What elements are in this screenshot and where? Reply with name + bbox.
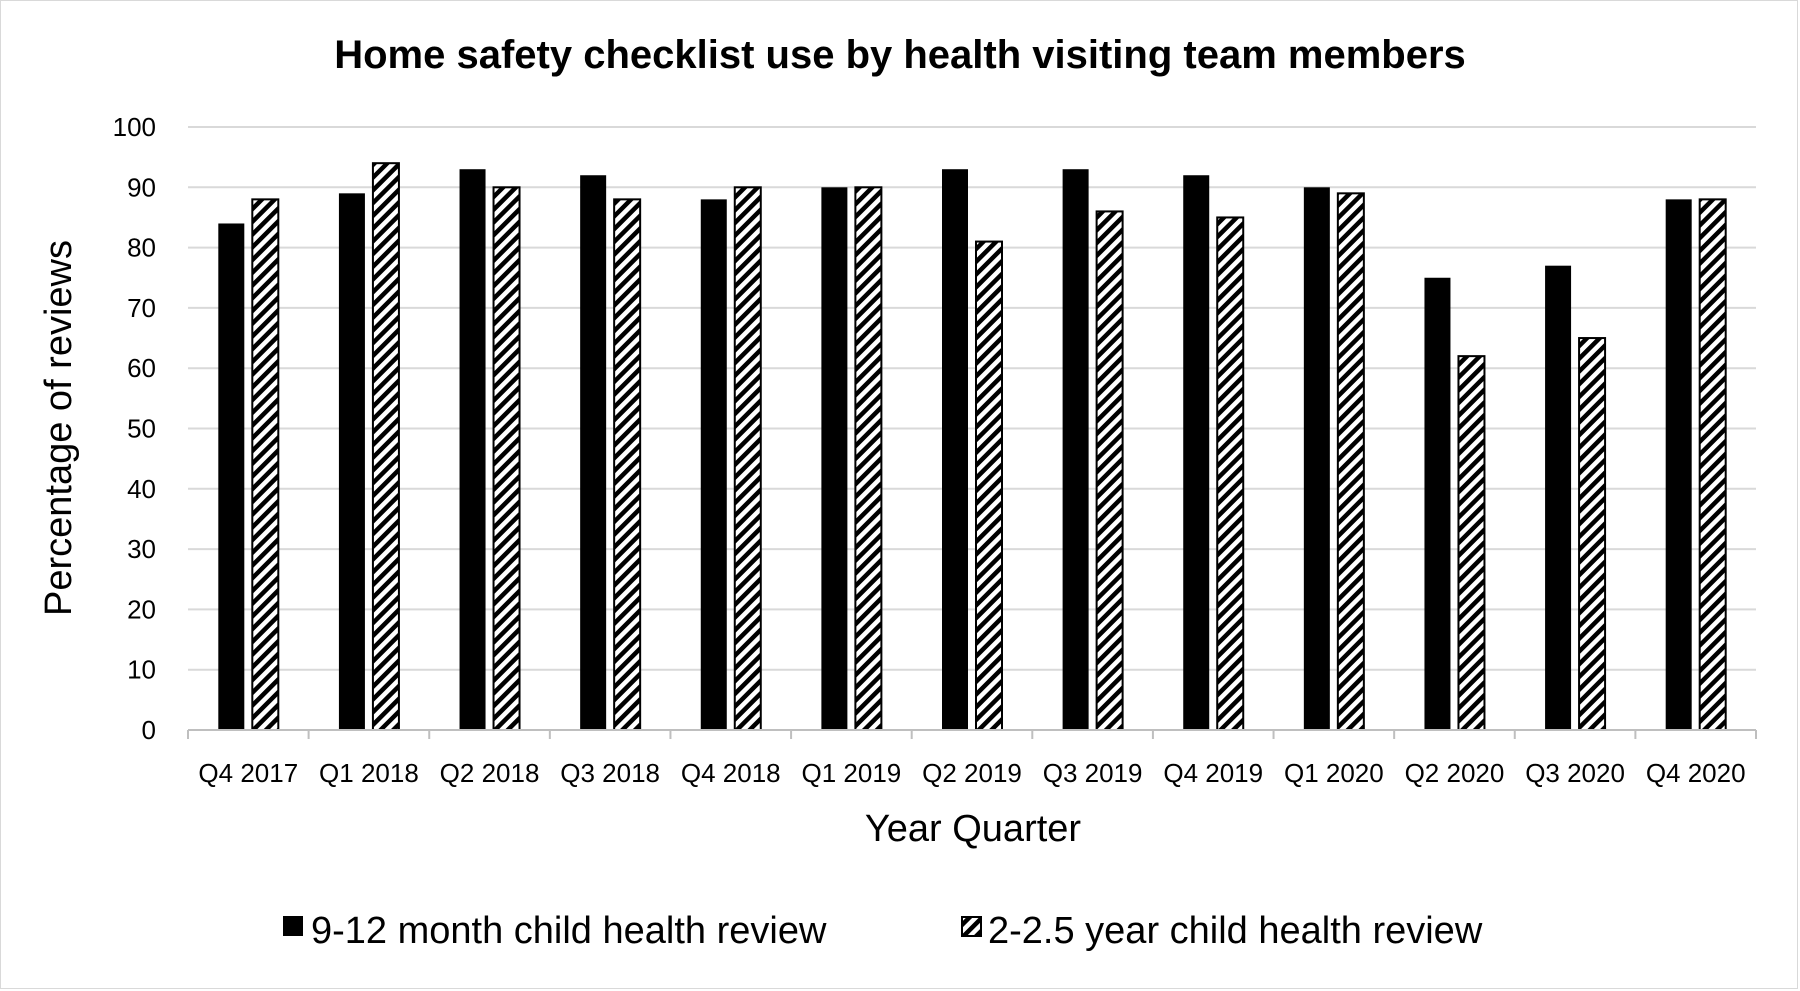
legend-swatch-9-12-month [283, 916, 303, 936]
y-tick-label: 70 [127, 293, 156, 323]
legend: 9-12 month child health review 2-2.5 yea… [283, 910, 1483, 952]
bar-9-12-month-q1-2019 [821, 187, 848, 731]
bar-2-2-5-year-q3-2020 [1578, 337, 1607, 731]
bar-2-2-5-year-q4-2017 [251, 198, 280, 732]
y-tick-label: 60 [127, 353, 156, 383]
x-tick-label: Q3 2019 [1043, 758, 1143, 788]
bar-2-2-5-year-q2-2018 [492, 186, 521, 732]
x-tick-label: Q1 2018 [319, 758, 419, 788]
bar-2-2-5-year-q3-2019 [1095, 210, 1124, 732]
bar-9-12-month-q4-2019 [1183, 175, 1210, 731]
bar-9-12-month-q2-2019 [942, 169, 968, 730]
bar-9-12-month-q4-2020 [1665, 199, 1692, 731]
y-tick-labels: 0 10 20 30 40 50 60 70 80 90 100 [113, 112, 156, 745]
y-tick-label: 90 [127, 172, 156, 202]
bar-9-12-month-q2-2020 [1424, 277, 1451, 730]
bar-2-2-5-year-q2-2020 [1457, 355, 1486, 731]
bar-9-12-month-q3-2020 [1545, 265, 1572, 730]
x-tick-label: Q1 2020 [1284, 758, 1384, 788]
x-tick-label: Q2 2018 [440, 758, 540, 788]
x-tick-label: Q4 2020 [1646, 758, 1746, 788]
y-tick-label: 80 [127, 233, 156, 263]
y-tick-label: 10 [127, 655, 156, 685]
x-axis [187, 729, 1757, 739]
y-tick-label: 0 [142, 715, 156, 745]
bar-9-12-month-q4-2017 [218, 223, 245, 731]
bar-2-2-5-year-q1-2020 [1336, 192, 1365, 731]
x-tick-label: Q4 2019 [1163, 758, 1263, 788]
gridlines [188, 126, 1756, 671]
bar-9-12-month-q4-2018 [700, 199, 727, 731]
bar-9-12-month-q2-2018 [459, 169, 486, 730]
y-axis-title: Percentage of reviews [38, 240, 80, 616]
legend-swatch-2-2-5-year [961, 916, 982, 937]
bar-2-2-5-year-q2-2019 [975, 240, 1003, 731]
bar-9-12-month-q1-2020 [1303, 187, 1330, 731]
x-tick-label: Q2 2019 [922, 758, 1022, 788]
bar-2-2-5-year-q4-2019 [1216, 216, 1245, 731]
x-tick-label: Q4 2018 [681, 758, 781, 788]
x-tick-label: Q4 2017 [198, 758, 298, 788]
x-tick-label: Q2 2020 [1405, 758, 1505, 788]
legend-label-2-2-5-year: 2-2.5 year child health review [988, 910, 1483, 952]
bar-2-2-5-year-q1-2019 [854, 186, 883, 732]
bar-9-12-month-q1-2018 [338, 193, 365, 730]
x-tick-label: Q1 2019 [802, 758, 902, 788]
x-tick-label: Q3 2018 [560, 758, 660, 788]
y-tick-label: 20 [127, 594, 156, 624]
x-tick-label: Q3 2020 [1525, 758, 1625, 788]
bar-2-2-5-year-q1-2018 [371, 162, 400, 731]
bar-9-12-month-q3-2018 [580, 175, 607, 731]
x-tick-labels: Q4 2017 Q1 2018 Q2 2018 Q3 2018 Q4 2018 Q1 20… [198, 758, 1745, 788]
bars [218, 162, 1727, 732]
y-tick-label: 50 [127, 414, 156, 444]
y-tick-label: 30 [127, 534, 156, 564]
bar-2-2-5-year-q4-2018 [733, 186, 762, 732]
legend-label-9-12-month: 9-12 month child health review [311, 910, 827, 952]
bar-2-2-5-year-q4-2020 [1698, 198, 1727, 732]
y-tick-label: 100 [113, 112, 156, 142]
x-axis-title: Year Quarter [865, 808, 1082, 850]
bar-2-2-5-year-q3-2018 [613, 198, 642, 732]
bar-9-12-month-q3-2019 [1062, 169, 1089, 730]
chart-title: Home safety checklist use by health visi… [334, 33, 1466, 77]
y-tick-label: 40 [127, 474, 156, 504]
